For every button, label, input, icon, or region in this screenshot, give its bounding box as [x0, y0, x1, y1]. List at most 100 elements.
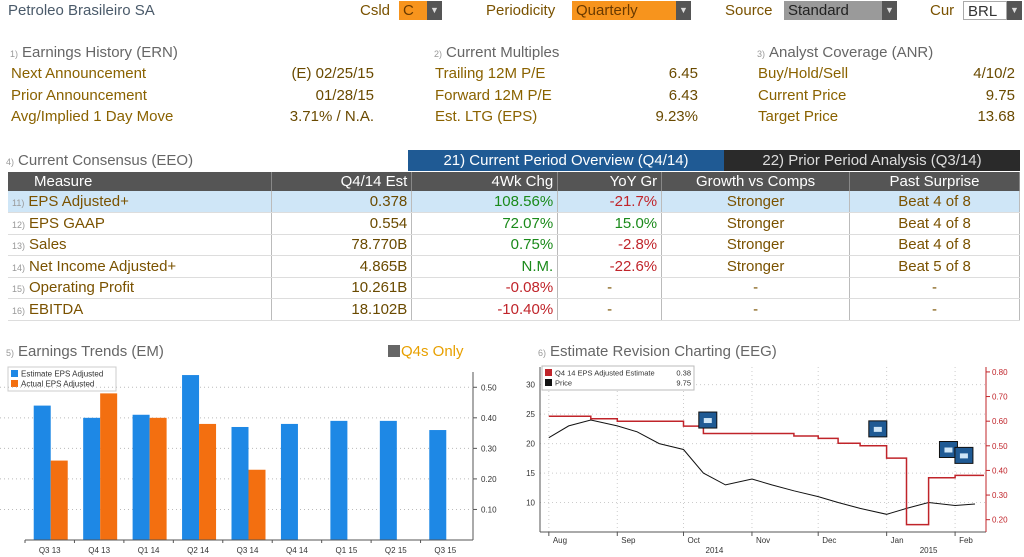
actual-bar[interactable]	[50, 460, 68, 540]
estimate-cell: 18.102B	[271, 298, 413, 321]
est-ltg-row: Est. LTG (EPS) 9.23%	[435, 108, 698, 125]
legend-rev-estimate-value: 0.38	[676, 369, 691, 378]
trend-x-tick-label: Q3 15	[434, 546, 456, 555]
yoy-growth-cell: 15.0%	[557, 212, 663, 235]
event-marker-glyph	[944, 447, 953, 453]
earnings-trends-chart[interactable]: Estimate EPS Adjusted Actual EPS Adjuste…	[0, 362, 520, 557]
past-surprise-cell: -	[849, 298, 1020, 321]
estimate-revision-header[interactable]: 6) Estimate Revision Charting (EEG)	[538, 343, 777, 360]
consensus-table: Measure Q4/14 Est 4Wk Chg YoY Gr Growth …	[8, 172, 1020, 321]
cur-label: Cur	[930, 2, 955, 19]
source-label: Source	[725, 2, 773, 19]
csld-dropdown-icon[interactable]: ▼	[427, 1, 442, 20]
source-dropdown-icon[interactable]: ▼	[882, 1, 897, 20]
consensus-header[interactable]: 4) Current Consensus (EEO)	[6, 152, 194, 169]
col-past-surprise[interactable]: Past Surprise	[849, 172, 1020, 191]
tab-prior-period[interactable]: 22) Prior Period Analysis (Q3/14)	[724, 150, 1020, 171]
estimate-bar[interactable]	[33, 405, 51, 540]
past-surprise-cell: Beat 4 of 8	[849, 212, 1020, 235]
estimate-bar[interactable]	[280, 423, 298, 540]
estimate-cell: 78.770B	[271, 234, 413, 256]
col-measure[interactable]: Measure	[8, 172, 273, 191]
trend-legend-box	[7, 366, 117, 392]
rev-year-label: 2015	[920, 546, 938, 555]
actual-bar[interactable]	[149, 417, 167, 540]
estimate-bar[interactable]	[132, 414, 150, 540]
q4s-checkbox-icon[interactable]	[388, 345, 400, 357]
consensus-row[interactable]: 12) EPS GAAP 0.554 72.07% 15.0% Stronger Beat …	[8, 212, 1020, 235]
estimate-bar[interactable]	[231, 426, 249, 540]
consensus-row[interactable]: 11) EPS Adjusted+ 0.378 108.56% -21.7% Strong…	[8, 191, 1020, 213]
rev-left-tick-label: 10	[526, 499, 535, 508]
csld-select[interactable]: C	[399, 1, 427, 20]
estimate-cell: 10.261B	[271, 277, 413, 299]
estimate-bar[interactable]	[83, 417, 101, 540]
measure-cell[interactable]: 12) EPS GAAP	[8, 212, 273, 235]
yoy-growth-cell: -2.8%	[557, 234, 663, 256]
col-growth-vs-comps[interactable]: Growth vs Comps	[661, 172, 851, 191]
estimate-bar[interactable]	[379, 420, 397, 540]
growth-vs-comps-cell: -	[661, 277, 851, 299]
price-line[interactable]	[548, 419, 976, 515]
estimate-bar[interactable]	[330, 420, 348, 540]
rev-right-tick-label: 0.80	[992, 368, 1008, 377]
rev-legend-box	[541, 365, 695, 391]
estimate-line[interactable]	[548, 415, 984, 526]
currency-select[interactable]: BRL	[963, 1, 1007, 20]
trend-y-tick-label: 0.50	[481, 383, 497, 392]
actual-bar[interactable]	[100, 393, 118, 540]
periodicity-select[interactable]: Quarterly	[572, 1, 676, 20]
actual-bar[interactable]	[199, 423, 217, 540]
company-name: Petroleo Brasileiro SA	[8, 2, 155, 19]
legend-estimate-swatch	[11, 370, 18, 377]
measure-cell[interactable]: 15) Operating Profit	[8, 277, 273, 299]
legend-price-label: Price	[555, 379, 572, 388]
q4s-only-toggle[interactable]: Q4s Only	[388, 343, 464, 360]
four-week-change-cell: 72.07%	[411, 212, 559, 235]
rev-month-label: Aug	[553, 536, 567, 545]
current-multiples-header[interactable]: 2) Current Multiples	[434, 44, 560, 61]
consensus-row[interactable]: 14) Net Income Adjusted+ 4.865B N.M. -22.6% S…	[8, 255, 1020, 278]
estimate-bar[interactable]	[182, 375, 200, 540]
yoy-growth-cell: -	[557, 277, 663, 299]
tab-current-period[interactable]: 21) Current Period Overview (Q4/14)	[408, 150, 724, 171]
col-yoy-gr[interactable]: YoY Gr	[557, 172, 663, 191]
estimate-revision-chart[interactable]: Q4 14 EPS Adjusted Estimate 0.38 Price 9…	[510, 362, 1024, 557]
rev-month-label: Jan	[891, 536, 904, 545]
earnings-history-header[interactable]: 1) Earnings History (ERN)	[10, 44, 178, 61]
rev-month-label: Oct	[688, 536, 701, 545]
measure-cell[interactable]: 16) EBITDA	[8, 298, 273, 321]
event-marker-glyph	[873, 426, 882, 432]
estimate-bar[interactable]	[429, 430, 447, 540]
trend-x-tick-label: Q2 15	[385, 546, 407, 555]
trend-y-tick-label: 0.40	[481, 414, 497, 423]
consensus-row[interactable]: 15) Operating Profit 10.261B -0.08% - - -	[8, 277, 1020, 299]
four-week-change-cell: -10.40%	[411, 298, 559, 321]
yoy-growth-cell: -21.7%	[557, 191, 663, 213]
measure-cell[interactable]: 13) Sales	[8, 234, 273, 256]
rev-right-tick-label: 0.60	[992, 417, 1008, 426]
analyst-coverage-header[interactable]: 3) Analyst Coverage (ANR)	[757, 44, 934, 61]
forward-pe-row: Forward 12M P/E 6.43	[435, 86, 698, 104]
periodicity-dropdown-icon[interactable]: ▼	[676, 1, 691, 20]
currency-dropdown-icon[interactable]: ▼	[1007, 1, 1022, 20]
col-4wk-chg[interactable]: 4Wk Chg	[411, 172, 559, 191]
measure-cell[interactable]: 11) EPS Adjusted+	[8, 191, 273, 213]
current-price-row: Current Price 9.75	[758, 86, 1015, 104]
col-estimate[interactable]: Q4/14 Est	[271, 172, 413, 191]
rev-year-label: 2014	[706, 546, 724, 555]
earnings-trends-header[interactable]: 5) Earnings Trends (EM)	[6, 343, 164, 360]
actual-bar[interactable]	[248, 469, 266, 540]
earnings-history-title: Earnings History (ERN)	[22, 44, 178, 61]
measure-cell[interactable]: 14) Net Income Adjusted+	[8, 255, 273, 278]
estimate-revision-title: Estimate Revision Charting (EEG)	[550, 343, 777, 360]
rev-left-tick-label: 15	[526, 469, 535, 478]
growth-vs-comps-cell: -	[661, 298, 851, 321]
source-select[interactable]: Standard	[784, 1, 882, 20]
consensus-row[interactable]: 16) EBITDA 18.102B -10.40% - - -	[8, 298, 1020, 321]
rev-right-tick-label: 0.30	[992, 491, 1008, 500]
consensus-row[interactable]: 13) Sales 78.770B 0.75% -2.8% Stronger Beat 4 …	[8, 234, 1020, 256]
rev-left-tick-label: 20	[526, 440, 535, 449]
trend-y-tick-label: 0.10	[481, 505, 497, 514]
consensus-header-row: Measure Q4/14 Est 4Wk Chg YoY Gr Growth …	[8, 172, 1020, 191]
